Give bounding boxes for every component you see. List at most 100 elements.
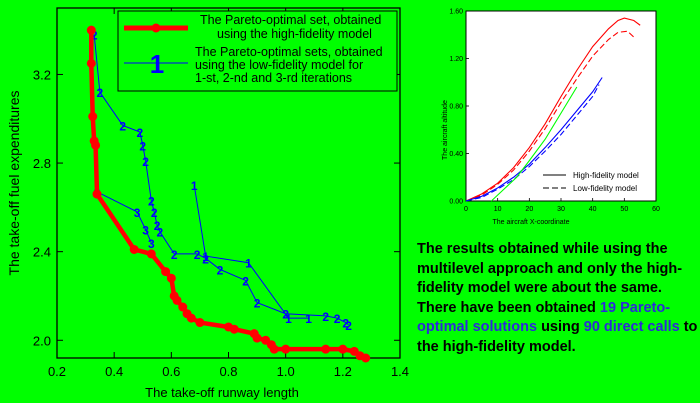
inset-x-tick-label: 30 xyxy=(557,206,565,213)
blue-point-label: 2 xyxy=(154,219,161,233)
red-point xyxy=(86,58,96,68)
blue-series-line-iteration-3 xyxy=(96,191,152,244)
blue-point-label: 2 xyxy=(322,310,329,324)
red-point xyxy=(86,25,96,35)
inset-x-tick-label: 20 xyxy=(525,206,533,213)
inset-x-tick-label: 50 xyxy=(620,206,628,213)
inset-legend-label-2: Low-fidelity model xyxy=(573,184,637,193)
inset-y-tick-label: 0.40 xyxy=(449,151,463,158)
inset-x-tick-label: 0 xyxy=(464,206,468,213)
blue-point-label: 3 xyxy=(148,237,155,251)
note-text-1: The results obtained while using the mul… xyxy=(417,241,683,316)
blue-point-label: 2 xyxy=(157,226,164,240)
blue-point-label: 2 xyxy=(151,206,158,220)
blue-point-label: 2 xyxy=(137,126,144,140)
red-point xyxy=(229,324,239,334)
note-text-3: to the high-fidelity model. xyxy=(417,319,698,355)
y-tick-label: 2.8 xyxy=(33,156,51,171)
inset-trajectory-line-0 xyxy=(465,17,641,202)
legend-box xyxy=(117,10,398,92)
blue-point-label: 2 xyxy=(97,86,104,100)
note-highlight-calls: 90 direct calls xyxy=(583,319,680,335)
red-point xyxy=(269,344,279,354)
blue-point-label: 2 xyxy=(171,248,178,262)
blue-point-label: 3 xyxy=(142,224,149,238)
blue-point-label: 2 xyxy=(342,317,349,331)
blue-point-label: 2 xyxy=(217,263,224,277)
red-point xyxy=(321,344,331,354)
x-tick-label: 1.0 xyxy=(277,364,295,379)
x-tick-label: 0.2 xyxy=(48,364,66,379)
red-point xyxy=(166,273,176,283)
blue-point-label: 2 xyxy=(139,139,146,153)
red-point xyxy=(92,189,102,199)
blue-point-label: 1 xyxy=(191,179,198,193)
blue-point-label: 2 xyxy=(119,119,126,133)
blue-point-label: 2 xyxy=(242,274,249,288)
red-point xyxy=(161,267,171,277)
blue-point-label: 1 xyxy=(245,257,252,271)
legend-red-line-1: The Pareto-optimal set, obtained xyxy=(200,13,381,27)
main-legend: The Pareto-optimal set, obtained using t… xyxy=(117,10,398,92)
y-tick-label: 2.4 xyxy=(33,245,51,260)
blue-point-label: 1 xyxy=(305,312,312,326)
blue-point-label: 2 xyxy=(142,155,149,169)
inset-x-axis-label: The aircraft X-coordinate xyxy=(492,219,569,226)
red-point xyxy=(88,112,98,122)
x-tick-label: 0.4 xyxy=(105,364,123,379)
inset-trajectory-line-2 xyxy=(465,77,603,202)
red-point xyxy=(91,140,101,150)
blue-point-label: 1 xyxy=(285,312,292,326)
blue-point-label: 2 xyxy=(334,312,341,326)
inset-trajectory-line-3 xyxy=(465,84,600,202)
legend-red-line-2: using the high-fidelity model xyxy=(217,27,372,41)
blue-point-label: 3 xyxy=(134,206,141,220)
blue-point-label: 2 xyxy=(254,297,261,311)
x-tick-label: 1.2 xyxy=(334,364,352,379)
blue-point-label: 2 xyxy=(345,319,352,333)
legend-blue-marker: 1 xyxy=(150,49,164,79)
inset-trajectory-line-1 xyxy=(465,30,635,202)
blue-point-label: 2 xyxy=(282,308,289,322)
red-point xyxy=(146,249,156,259)
red-point xyxy=(178,302,188,312)
red-point xyxy=(195,318,205,328)
red-point xyxy=(172,295,182,305)
main-y-axis-label: The take-off fuel expenditures xyxy=(6,91,22,276)
red-point xyxy=(338,344,348,354)
main-x-axis-label: The take-off runway length xyxy=(145,385,299,400)
inset-y-tick-label: 1.60 xyxy=(449,9,463,16)
inset-y-tick-label: 1.20 xyxy=(449,56,463,63)
inset-y-tick-label: 0.00 xyxy=(449,199,463,206)
inset-legend: High-fidelity model Low-fidelity model xyxy=(543,171,639,193)
red-point xyxy=(361,353,371,363)
blue-point-label: 2 xyxy=(148,195,155,209)
legend-blue-line-2: using the low-fidelity model for xyxy=(195,58,363,72)
y-tick-label: 3.2 xyxy=(33,67,51,82)
note-highlight-solutions: 19 Pareto-optimal solutions xyxy=(417,299,671,336)
legend-red-marker xyxy=(151,23,161,33)
legend-blue-line-3: 1-st, 2-nd and 3-rd iterations xyxy=(195,71,352,85)
x-tick-label: 1.4 xyxy=(391,364,409,379)
inset-trajectory-line-4 xyxy=(490,86,578,202)
blue-series-line-iteration-2 xyxy=(93,34,349,326)
legend-blue-line-1: The Pareto-optimal sets, obtained xyxy=(195,45,383,59)
blue-series-line-iteration-1 xyxy=(193,185,309,319)
blue-point-label: 2 xyxy=(194,248,201,262)
results-note: The results obtained while using the mul… xyxy=(417,240,699,357)
blue-point-label: 2 xyxy=(202,252,209,266)
inset-x-tick-label: 60 xyxy=(652,206,660,213)
red-point xyxy=(186,313,196,323)
red-point xyxy=(252,333,262,343)
x-tick-label: 0.8 xyxy=(219,364,237,379)
inset-legend-label-1: High-fidelity model xyxy=(573,171,639,180)
inset-x-tick-label: 40 xyxy=(589,206,597,213)
red-point xyxy=(129,244,139,254)
inset-y-tick-label: 0.80 xyxy=(449,104,463,111)
note-text-2: using xyxy=(541,319,580,335)
x-tick-label: 0.6 xyxy=(162,364,180,379)
blue-point-label: 1 xyxy=(202,250,209,264)
inset-y-axis-label: The aircraft altitude xyxy=(442,100,449,160)
